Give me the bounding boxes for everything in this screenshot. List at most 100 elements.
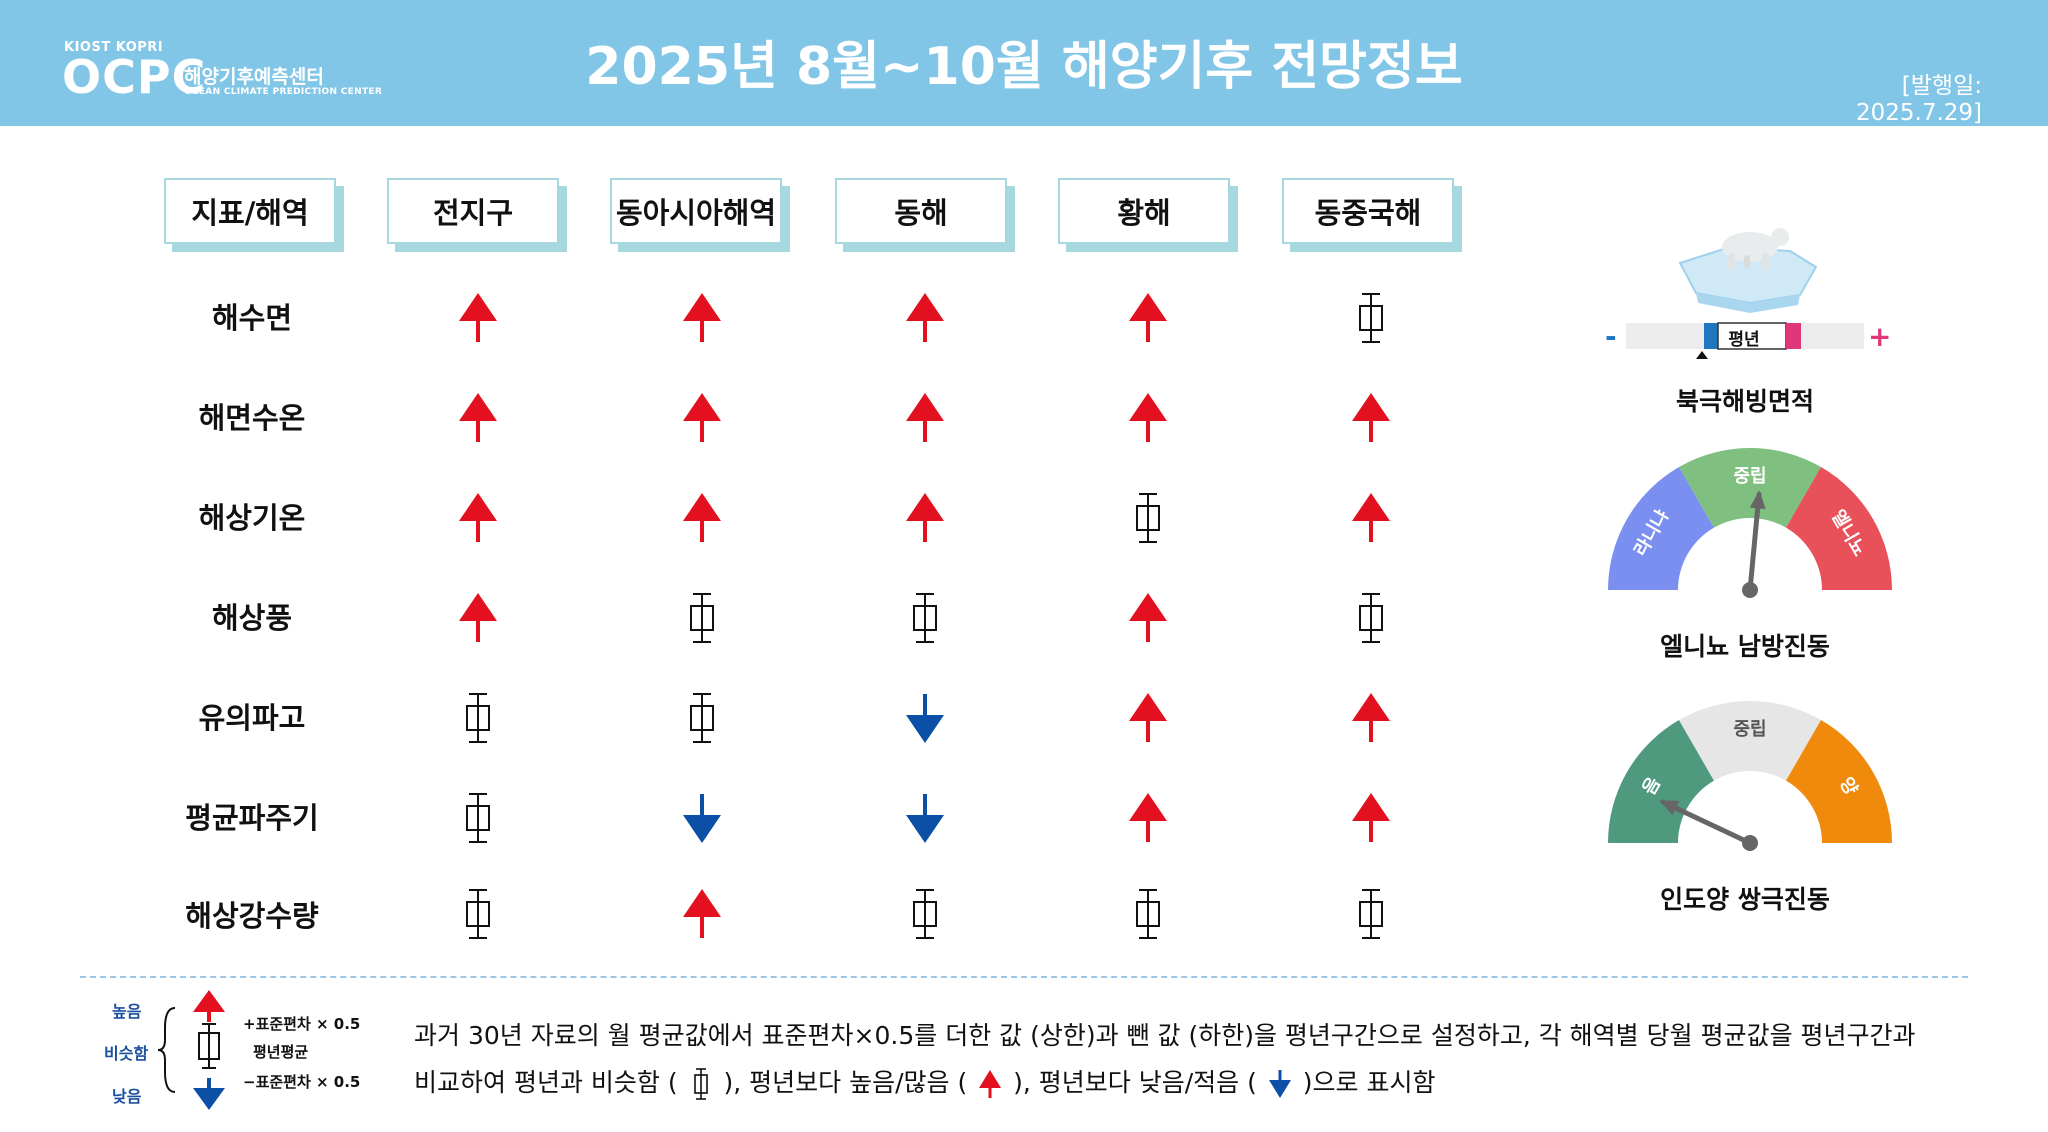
row-label-wave-period: 평균파주기 <box>185 801 319 835</box>
down-arrow-icon <box>906 694 944 743</box>
arctic-minus-label: - <box>1605 320 1617 353</box>
row-label-wind: 해상풍 <box>211 601 293 635</box>
row-label-precipitation: 해상강수량 <box>185 899 319 933</box>
row-label-sst: 해면수온 <box>198 401 306 435</box>
desc-similar-text: 비교하여 평년과 비슷함 ( <box>414 1068 678 1097</box>
desc-low-text: ), 평년보다 낮음/적음 ( <box>1013 1068 1257 1097</box>
legend-down-arrow-icon <box>193 1088 225 1110</box>
issue-date: [발행일: 2025.7.29] <box>1855 73 1982 126</box>
column-header-indicator: 지표/해역 <box>164 178 336 244</box>
desc-down-arrow-icon <box>1268 1070 1291 1098</box>
normal-normal-icon <box>913 593 937 643</box>
up-arrow-icon <box>906 493 944 542</box>
up-arrow-icon <box>459 593 497 642</box>
up-arrow-icon <box>1352 793 1390 842</box>
logo-ocpc: OCPC <box>62 50 207 104</box>
down-arrow-icon <box>906 794 944 843</box>
desc-end-text: )으로 표시함 <box>1302 1068 1436 1097</box>
column-header-yellow-sea: 황해 <box>1058 178 1230 244</box>
gauge-pivot <box>1742 835 1758 851</box>
gauge-needle <box>1747 491 1762 593</box>
normal-normal-icon <box>1359 889 1383 939</box>
up-arrow-icon <box>1129 593 1167 642</box>
logo-korean-name: 해양기후예측센터 <box>184 66 324 88</box>
up-arrow-icon <box>906 293 944 342</box>
normal-normal-icon <box>466 693 490 743</box>
legend-normal-icon <box>198 1023 220 1069</box>
row-label-sea-level: 해수면 <box>211 301 293 335</box>
gauge-segment <box>1786 720 1892 843</box>
gauge-needle-tip-icon <box>1659 800 1680 816</box>
arctic-normal-label: 평년 <box>1728 330 1760 350</box>
legend-low-label: 낮음 <box>112 1087 142 1106</box>
up-arrow-icon <box>1129 293 1167 342</box>
legend-description-line1: 과거 30년 자료의 월 평균값에서 표준편차×0.5를 더한 값 (상한)과 … <box>414 1021 1916 1050</box>
column-header-east-sea: 동해 <box>835 178 1007 244</box>
legend-minus-sd: −표준편차 × 0.5 <box>243 1073 361 1091</box>
legend-plus-sd: +표준편차 × 0.5 <box>243 1015 361 1033</box>
legend-similar-label: 비슷함 <box>104 1044 149 1063</box>
normal-normal-icon <box>1359 593 1383 643</box>
up-arrow-icon <box>459 293 497 342</box>
row-label-air-temp: 해상기온 <box>198 501 306 535</box>
arctic-sea-ice-label: 북극해빙면적 <box>1675 387 1814 416</box>
gauge-pivot <box>1742 582 1758 598</box>
gauge-needle-tip-icon <box>1749 490 1766 510</box>
header-bar <box>0 0 2048 126</box>
gauge-segment-label: 중립 <box>1733 466 1766 487</box>
legend-graphic <box>157 990 225 1110</box>
gauge-segment <box>1608 467 1714 590</box>
up-arrow-icon <box>1352 493 1390 542</box>
arctic-ice-graphic <box>1626 228 1864 359</box>
up-arrow-icon <box>1352 693 1390 742</box>
legend-description-line2: 비교하여 평년과 비슷함 ( ), 평년보다 높음/많음 ( ), 평년보다 낮… <box>414 1063 1435 1102</box>
legend-divider <box>80 976 1968 978</box>
enso-label: 엘니뇨 남방진동 <box>1660 632 1830 661</box>
logo-english-name: OCEAN CLIMATE PREDICTION CENTER <box>184 87 383 97</box>
normal-normal-icon <box>466 889 490 939</box>
normal-normal-icon <box>1136 493 1160 543</box>
gauge-segment <box>1786 467 1892 590</box>
up-arrow-icon <box>1129 693 1167 742</box>
up-arrow-icon <box>1352 393 1390 442</box>
iod-label: 인도양 쌍극진동 <box>1660 885 1830 914</box>
logo-partners: KIOST KOPRI <box>64 40 164 55</box>
up-arrow-icon <box>459 493 497 542</box>
row-label-wave-height: 유의파고 <box>198 701 306 735</box>
down-arrow-icon <box>683 794 721 843</box>
up-arrow-icon <box>459 393 497 442</box>
column-header-east-china-sea: 동중국해 <box>1282 178 1454 244</box>
gauge-segment <box>1679 448 1821 528</box>
desc-high-text: ), 평년보다 높음/많음 ( <box>723 1068 968 1097</box>
up-arrow-icon <box>683 393 721 442</box>
up-arrow-icon <box>683 889 721 938</box>
gauge-segment-label: 중립 <box>1733 719 1766 740</box>
normal-normal-icon <box>1136 889 1160 939</box>
gauge-segment <box>1679 701 1821 781</box>
legend-up-arrow-icon <box>193 990 225 1012</box>
up-arrow-icon <box>1129 393 1167 442</box>
gauge-segment <box>1608 720 1714 843</box>
normal-normal-icon <box>690 693 714 743</box>
up-arrow-icon <box>683 493 721 542</box>
arctic-plus-label: + <box>1868 320 1892 353</box>
legend-mean: 평년평균 <box>253 1043 309 1061</box>
normal-normal-icon <box>690 593 714 643</box>
up-arrow-icon <box>1129 793 1167 842</box>
up-arrow-icon <box>906 393 944 442</box>
desc-normal-icon <box>693 1068 708 1100</box>
column-header-global: 전지구 <box>387 178 559 244</box>
ice-floe-icon <box>1678 245 1818 313</box>
polar-bear-icon <box>1722 228 1789 271</box>
page-title: 2025년 8월~10월 해양기후 전망정보 <box>585 37 1463 97</box>
column-header-east-asia: 동아시아해역 <box>610 178 782 244</box>
desc-up-arrow-icon <box>979 1070 1002 1098</box>
normal-normal-icon <box>913 889 937 939</box>
normal-normal-icon <box>1359 293 1383 343</box>
legend-high-label: 높음 <box>112 1002 142 1021</box>
legend-brace-icon <box>157 1007 176 1093</box>
arctic-marker-icon <box>1696 351 1708 359</box>
gauge-needle <box>1660 799 1753 846</box>
